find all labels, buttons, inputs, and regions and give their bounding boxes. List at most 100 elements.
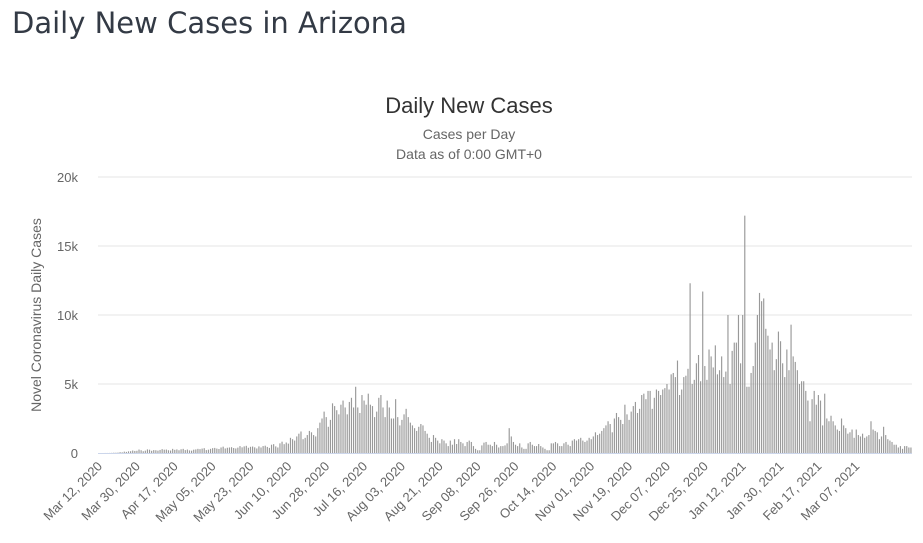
bar[interactable] bbox=[186, 449, 188, 453]
bar[interactable] bbox=[594, 432, 597, 453]
bar[interactable] bbox=[340, 404, 342, 453]
bar[interactable] bbox=[498, 447, 500, 453]
bar[interactable] bbox=[899, 446, 902, 453]
bar[interactable] bbox=[437, 440, 439, 453]
bar[interactable] bbox=[125, 451, 127, 453]
bar[interactable] bbox=[529, 441, 531, 453]
bar[interactable] bbox=[750, 372, 752, 453]
bar[interactable] bbox=[626, 414, 628, 453]
bar[interactable] bbox=[584, 441, 586, 453]
bar[interactable] bbox=[592, 436, 594, 453]
bar[interactable] bbox=[346, 414, 348, 453]
bar[interactable] bbox=[716, 374, 719, 453]
bar[interactable] bbox=[813, 390, 815, 453]
bar[interactable] bbox=[355, 386, 357, 453]
bar[interactable] bbox=[390, 418, 392, 454]
bar[interactable] bbox=[674, 377, 676, 453]
bar[interactable] bbox=[130, 451, 132, 453]
bar[interactable] bbox=[489, 444, 491, 453]
bar[interactable] bbox=[840, 418, 843, 454]
bar[interactable] bbox=[851, 429, 853, 453]
bar[interactable] bbox=[641, 395, 643, 453]
bar[interactable] bbox=[634, 401, 636, 453]
bar[interactable] bbox=[228, 447, 231, 453]
bar[interactable] bbox=[849, 432, 851, 453]
bar[interactable] bbox=[233, 448, 235, 453]
bar[interactable] bbox=[432, 435, 435, 453]
bar[interactable] bbox=[679, 395, 681, 453]
bar[interactable] bbox=[191, 450, 193, 453]
bar[interactable] bbox=[542, 447, 544, 453]
bar[interactable] bbox=[146, 449, 149, 453]
bar[interactable] bbox=[325, 417, 327, 453]
bar[interactable] bbox=[252, 446, 254, 453]
bar[interactable] bbox=[180, 449, 182, 453]
bar[interactable] bbox=[874, 430, 876, 453]
bar[interactable] bbox=[281, 441, 283, 453]
bar[interactable] bbox=[493, 441, 496, 453]
bar[interactable] bbox=[622, 424, 624, 453]
bar[interactable] bbox=[416, 430, 418, 453]
bar[interactable] bbox=[466, 441, 468, 453]
bar[interactable] bbox=[683, 377, 685, 453]
bar[interactable] bbox=[565, 441, 567, 453]
bar[interactable] bbox=[468, 440, 470, 453]
bar[interactable] bbox=[435, 437, 437, 453]
bar[interactable] bbox=[283, 444, 285, 453]
bar[interactable] bbox=[826, 418, 828, 454]
bar[interactable] bbox=[801, 381, 803, 453]
bar[interactable] bbox=[449, 440, 451, 453]
bar[interactable] bbox=[266, 446, 268, 453]
bar[interactable] bbox=[815, 404, 817, 453]
bar[interactable] bbox=[428, 437, 430, 453]
bar[interactable] bbox=[731, 350, 733, 453]
bar[interactable] bbox=[169, 450, 172, 453]
bar[interactable] bbox=[302, 439, 304, 453]
bar[interactable] bbox=[367, 393, 369, 453]
bar[interactable] bbox=[310, 432, 313, 453]
bar[interactable] bbox=[319, 422, 321, 453]
bar[interactable] bbox=[897, 447, 899, 453]
bar[interactable] bbox=[647, 390, 649, 453]
bar[interactable] bbox=[237, 447, 239, 453]
bar[interactable] bbox=[811, 399, 813, 453]
bar[interactable] bbox=[443, 440, 445, 453]
bar[interactable] bbox=[260, 447, 262, 453]
bar[interactable] bbox=[327, 426, 329, 453]
bar[interactable] bbox=[315, 436, 317, 453]
bar[interactable] bbox=[819, 400, 822, 453]
bar[interactable] bbox=[798, 384, 801, 453]
bar[interactable] bbox=[153, 450, 155, 453]
bar[interactable] bbox=[424, 430, 426, 453]
bar[interactable] bbox=[361, 395, 363, 453]
bar[interactable] bbox=[502, 446, 504, 453]
bar[interactable] bbox=[411, 425, 414, 453]
bar[interactable] bbox=[119, 452, 121, 453]
bar[interactable] bbox=[256, 448, 258, 453]
bar[interactable] bbox=[388, 407, 390, 453]
bar[interactable] bbox=[235, 448, 237, 453]
bar[interactable] bbox=[197, 448, 199, 453]
bar[interactable] bbox=[737, 315, 740, 453]
bar[interactable] bbox=[195, 449, 197, 453]
bar[interactable] bbox=[857, 435, 859, 453]
bar[interactable] bbox=[786, 349, 788, 454]
bar[interactable] bbox=[838, 430, 841, 453]
bar[interactable] bbox=[510, 436, 512, 453]
bar[interactable] bbox=[369, 404, 371, 453]
bar[interactable] bbox=[687, 368, 689, 453]
bar[interactable] bbox=[357, 407, 359, 453]
bar[interactable] bbox=[754, 342, 756, 453]
bar[interactable] bbox=[140, 450, 142, 453]
bar[interactable] bbox=[596, 435, 599, 453]
bar[interactable] bbox=[304, 437, 306, 453]
bar[interactable] bbox=[887, 439, 889, 453]
bar[interactable] bbox=[477, 450, 479, 453]
bar[interactable] bbox=[151, 450, 153, 453]
bar[interactable] bbox=[883, 426, 885, 453]
bar[interactable] bbox=[403, 414, 405, 453]
bar[interactable] bbox=[748, 386, 750, 453]
bar[interactable] bbox=[289, 437, 292, 453]
bar[interactable] bbox=[220, 447, 222, 453]
bar[interactable] bbox=[855, 429, 857, 453]
